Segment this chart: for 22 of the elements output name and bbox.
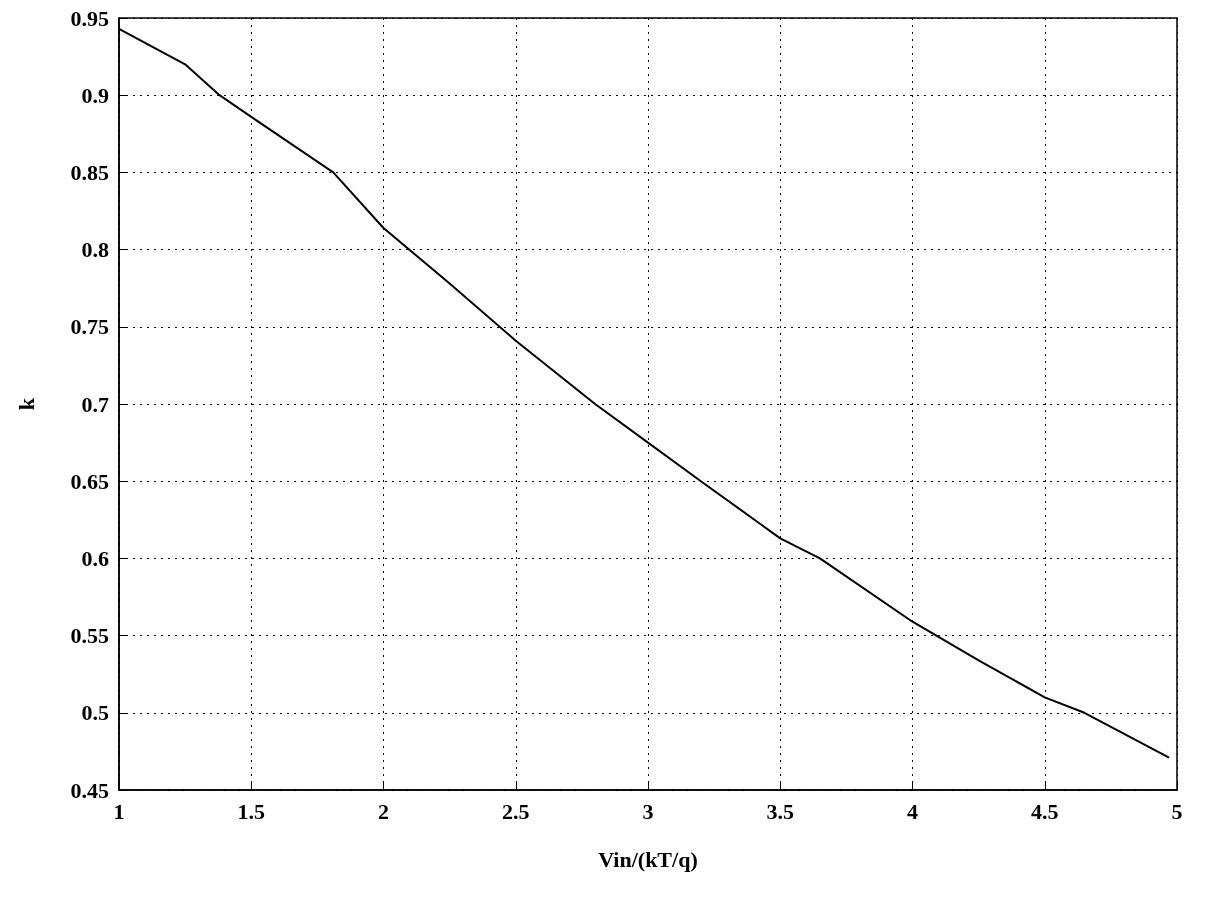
x-tick-label: 3 [642, 798, 654, 824]
x-tick-label: 4 [907, 798, 918, 824]
y-tick-label: 0.8 [81, 237, 109, 263]
x-tick-label: 2.5 [502, 798, 530, 824]
x-tick-label: 5 [1171, 798, 1183, 824]
x-tick-label: 1 [113, 798, 125, 824]
y-tick-label: 0.95 [70, 5, 109, 31]
y-tick-label: 0.7 [81, 391, 109, 417]
x-tick-label: 3.5 [766, 798, 794, 824]
x-tick-label: 1.5 [237, 798, 265, 824]
y-tick-label: 0.5 [81, 700, 109, 726]
y-tick-label: 0.6 [81, 545, 109, 571]
x-tick-label: 4.5 [1031, 798, 1059, 824]
y-tick-label: 0.55 [70, 623, 109, 649]
x-axis-title: Vin/(kT/q) [598, 846, 698, 872]
x-tick-label: 2 [378, 798, 389, 824]
y-tick-label: 0.65 [70, 468, 109, 494]
y-tick-label: 0.45 [70, 777, 109, 803]
y-axis-title: k [13, 397, 39, 411]
y-tick-label: 0.9 [81, 82, 109, 108]
y-tick-label: 0.75 [70, 314, 109, 340]
y-tick-label: 0.85 [70, 159, 109, 185]
